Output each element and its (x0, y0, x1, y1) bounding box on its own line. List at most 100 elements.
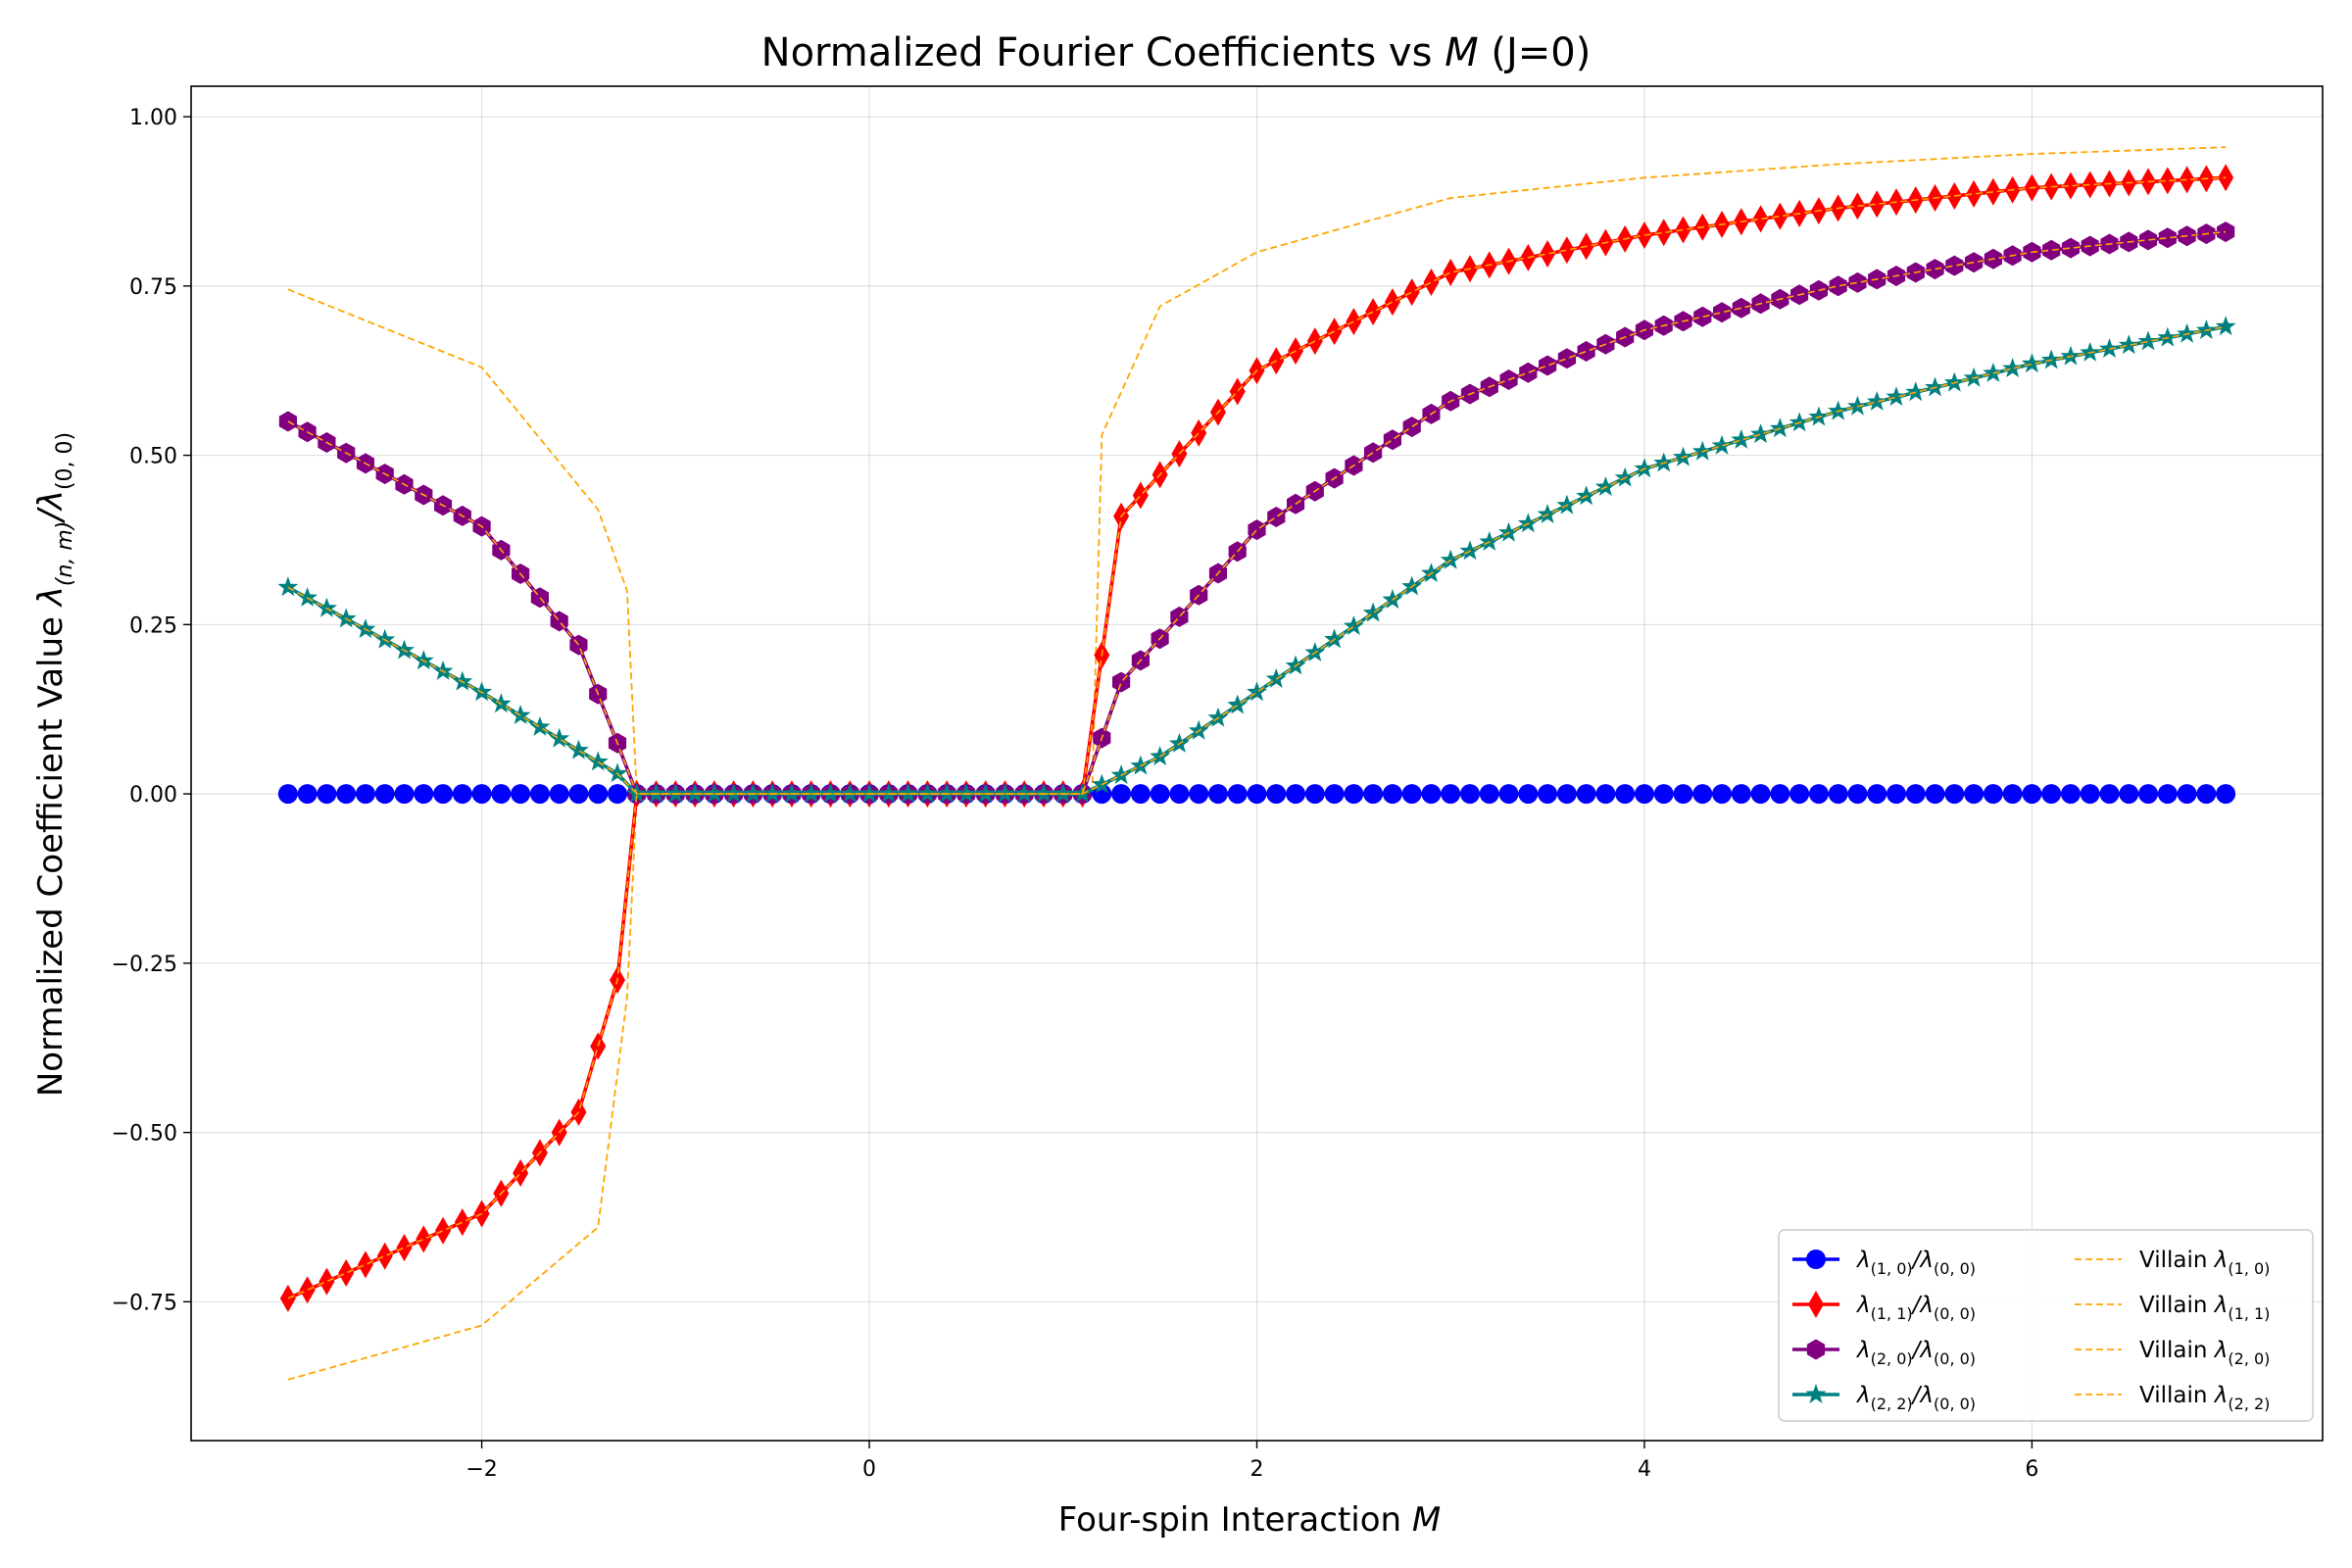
data-point (1905, 381, 1927, 402)
data-point (1132, 481, 1149, 510)
data-point (2002, 358, 2024, 377)
data-point (1711, 434, 1733, 455)
legend-label: λ(1, 1)/λ(0, 0) (1855, 1293, 1976, 1323)
data-point (433, 784, 454, 805)
data-point (1304, 642, 1326, 662)
data-point (2137, 330, 2159, 351)
data-point (1614, 466, 1636, 487)
data-point (1343, 615, 1364, 635)
data-point (2157, 784, 2178, 805)
data-point (394, 639, 415, 660)
data-point (2002, 784, 2023, 805)
data-point (1401, 575, 1423, 596)
data-point (2119, 784, 2139, 805)
data-point (374, 628, 396, 649)
data-point (1538, 784, 1558, 805)
data-point (1731, 429, 1752, 449)
data-point (2021, 353, 2042, 373)
data-point (510, 705, 531, 724)
data-point (1402, 416, 1421, 438)
data-point (1788, 412, 1810, 432)
y-tick-label: 0.25 (129, 613, 177, 638)
data-point (2099, 338, 2120, 358)
data-point (916, 783, 938, 803)
x-tick-label: 6 (2025, 1457, 2038, 1482)
data-point (588, 784, 609, 805)
data-point (336, 784, 357, 805)
data-point (2062, 172, 2079, 200)
data-point (2215, 316, 2236, 336)
data-point (1808, 406, 1830, 426)
data-point (2177, 784, 2197, 805)
data-point (549, 727, 570, 748)
data-point (1267, 507, 1286, 527)
legend-label: Villain λ(2, 0) (2139, 1338, 2270, 1368)
data-point (335, 608, 357, 628)
data-point (416, 1225, 432, 1253)
data-point (1805, 1384, 1827, 1403)
data-point (277, 784, 298, 805)
x-tick-label: −2 (466, 1457, 497, 1482)
data-point (1926, 259, 1944, 280)
data-point (297, 784, 318, 805)
legend-item: λ(2, 2)/λ(0, 0) (1792, 1383, 1976, 1413)
data-point (1828, 400, 1849, 420)
data-point (995, 783, 1015, 803)
data-point (2060, 345, 2082, 366)
data-point (1806, 1339, 1826, 1360)
data-point (1304, 784, 1325, 805)
data-point (858, 783, 880, 803)
data-point (413, 650, 434, 670)
data-point (2158, 227, 2177, 249)
data-point (2099, 784, 2120, 805)
data-point (471, 784, 492, 805)
data-point (1382, 784, 1402, 805)
data-point (1653, 452, 1675, 472)
data-point (1966, 179, 1983, 208)
data-point (742, 783, 763, 803)
data-point (513, 1159, 529, 1188)
data-point (1227, 694, 1249, 714)
data-point (723, 783, 745, 803)
data-point (1403, 278, 1420, 307)
legend-label: Villain λ(2, 2) (2139, 1383, 2270, 1413)
x-axis-title: Four-spin Interaction M (1058, 1500, 1441, 1540)
y-tick-label: −0.75 (112, 1291, 177, 1315)
data-point (1285, 655, 1306, 675)
legend-item: Villain λ(2, 0) (2075, 1338, 2270, 1368)
data-point (1384, 288, 1400, 317)
data-point (1615, 784, 1636, 805)
data-point (1191, 418, 1207, 447)
legend-label: λ(1, 0)/λ(0, 0) (1855, 1248, 1976, 1278)
data-point (1498, 784, 1519, 805)
x-tick-label: 4 (1638, 1457, 1651, 1482)
data-point (1324, 628, 1346, 649)
data-point (1675, 216, 1691, 244)
legend-label: Villain λ(1, 1) (2139, 1293, 2270, 1323)
data-point (1519, 362, 1538, 383)
villain-line (287, 325, 2227, 795)
data-point (490, 693, 512, 713)
data-point (1964, 784, 1984, 805)
data-point (2159, 167, 2176, 195)
data-point (1247, 784, 1267, 805)
data-point (587, 751, 609, 771)
data-point (1752, 205, 1769, 233)
data-point (568, 739, 589, 760)
data-point (1847, 395, 1868, 416)
data-point (2080, 341, 2101, 362)
data-point (2196, 784, 2217, 805)
data-point (277, 576, 299, 597)
data-point (1346, 308, 1362, 336)
data-point (1576, 485, 1597, 506)
data-point (1808, 784, 1829, 805)
data-point (704, 783, 725, 803)
data-point (1150, 746, 1171, 765)
data-point (1540, 240, 1556, 269)
data-point (1266, 784, 1287, 805)
data-point (1693, 306, 1712, 327)
x-tick-label: 2 (1250, 1457, 1264, 1482)
data-point (1247, 681, 1267, 702)
data-point (820, 783, 841, 803)
data-point (1013, 783, 1035, 803)
